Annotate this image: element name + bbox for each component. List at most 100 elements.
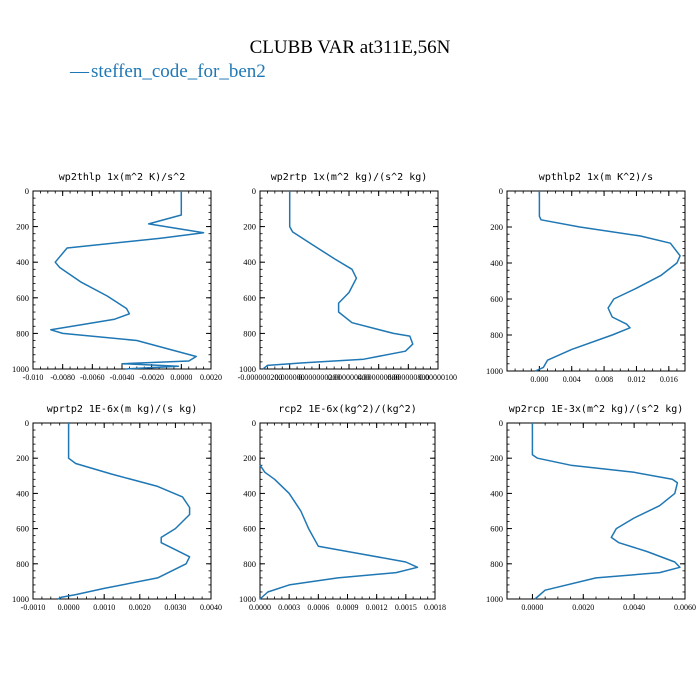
series-line [262,191,414,370]
series-line [57,423,191,600]
x-tick-label: -0.0020 [139,373,164,382]
panel-5: rcp2 1E-6x(kg^2)/(kg^2) 0.0000 0.0003 0.000… [239,404,446,612]
x-tick-label: -0.0060 [80,373,105,382]
series-line [531,423,681,600]
legend-line-marker: — [69,61,90,82]
x-tick-label: 0.008 [595,375,613,384]
x-tick-label: -0.010 [23,373,44,382]
panel-title: wp2thlp 1x(m^2 K)/s^2 [59,172,185,183]
x-tick-label: 0.0030 [164,603,186,612]
x-tick-label: 0.0006 [307,603,329,612]
y-tick-label: 400 [490,488,503,498]
x-tick-label: -0.000000200 [238,373,283,382]
y-tick-label: 1000 [239,364,256,374]
x-tick-label: 0.000000 [275,373,305,382]
panel-title: wp2rcp 1E-3x(m^2 kg)/(s^2 kg) [509,404,684,415]
plot-frame [506,190,686,372]
panel-6: wp2rcp 1E-3x(m^2 kg)/(s^2 kg) 0.0000 0.002… [486,404,696,612]
x-tick-label: 0.0020 [200,373,222,382]
x-tick-label: 0.0000 [521,603,543,612]
x-tick-label: 0.0015 [395,603,417,612]
y-tick-label: 600 [16,293,29,303]
y-tick-label: 0 [25,186,29,196]
y-tick-label: 600 [16,524,29,534]
y-tick-label: 1000 [12,594,29,604]
x-tick-label: 0.000000600 [358,373,400,382]
y-tick-label: 600 [243,293,256,303]
x-tick-label: 0.0000 [170,373,192,382]
y-tick-label: 600 [243,524,256,534]
panel-title: wpthlp2 1x(m K^2)/s [539,172,653,183]
y-tick-label: 0 [25,418,29,428]
y-tick-label: 1000 [12,364,29,374]
y-tick-label: 200 [490,222,503,232]
y-tick-label: 1000 [486,366,503,376]
x-tick-label: 0.0000 [249,603,271,612]
x-tick-label: 0.0010 [93,603,115,612]
x-tick-label: 0.000 [530,375,548,384]
y-tick-label: 1000 [239,594,256,604]
y-tick-label: 400 [243,488,256,498]
y-tick-label: 800 [16,328,29,338]
plot-frame [32,190,212,370]
figure-title: CLUBB VAR at311E,56N [250,37,451,58]
plot-frame [32,422,212,600]
y-tick-label: 600 [490,294,503,304]
y-tick-label: 0 [252,418,256,428]
panel-3: wpthlp2 1x(m K^2)/s 0.000 0.004 0.008 0.012 0… [486,172,686,384]
x-tick-label: 0.004 [563,375,581,384]
y-tick-label: 200 [16,453,29,463]
y-tick-label: 800 [490,330,503,340]
x-tick-label: 0.0060 [674,603,696,612]
y-tick-label: 800 [243,559,256,569]
x-tick-label: 0.012 [627,375,645,384]
x-tick-label: 0.0009 [337,603,359,612]
x-tick-label: 0.0040 [623,603,645,612]
x-tick-label: 0.0000 [58,603,80,612]
x-tick-label: 0.000000800 [387,373,429,382]
panel-title: wp2rtp 1x(m^2 kg)/(s^2 kg) [271,172,428,183]
x-tick-label: -0.0040 [110,373,135,382]
legend-label: steffen_code_for_ben2 [91,61,266,82]
x-tick-label: 0.0003 [278,603,300,612]
x-tick-label: 0.0018 [424,603,446,612]
y-tick-label: 1000 [486,594,503,604]
y-tick-label: 400 [490,258,503,268]
x-tick-label: 0.000000200 [298,373,340,382]
y-tick-label: 800 [16,559,29,569]
panel-2: wp2rtp 1x(m^2 kg)/(s^2 kg)-0.0000002000.… [238,172,457,382]
y-tick-label: 600 [490,524,503,534]
y-tick-label: 200 [490,453,503,463]
panel-grid: wp2thlp 1x(m^2 K)/s^2 -0.010 -0.0080 -0.006… [12,172,696,612]
series-line [50,191,205,370]
y-tick-label: 200 [16,222,29,232]
plot-frame [259,422,436,600]
y-tick-label: 200 [243,453,256,463]
plot-frame [259,190,439,370]
x-tick-label: 0.016 [660,375,678,384]
x-tick-label: 0.00000100 [419,373,457,382]
panel-4: wprtp2 1E-6x(m kg)/(s kg) -0.0010 0.0000 0.… [12,404,222,612]
panel-1: wp2thlp 1x(m^2 K)/s^2 -0.010 -0.0080 -0.006… [12,172,222,382]
y-tick-label: 0 [252,186,256,196]
series-line [534,191,681,372]
y-tick-label: 400 [243,257,256,267]
series-line [259,464,419,600]
y-tick-label: 0 [499,186,503,196]
y-tick-label: 400 [16,488,29,498]
x-tick-label: 0.000000400 [328,373,370,382]
panel-title: rcp2 1E-6x(kg^2)/(kg^2) [278,404,416,415]
panel-title: wprtp2 1E-6x(m kg)/(s kg) [47,404,198,415]
y-tick-label: 200 [243,222,256,232]
x-tick-label: 0.0020 [572,603,594,612]
x-tick-label: -0.0080 [50,373,75,382]
y-tick-label: 800 [490,559,503,569]
y-tick-label: 800 [243,328,256,338]
y-tick-label: 0 [499,418,503,428]
x-tick-label: 0.0020 [129,603,151,612]
x-tick-label: -0.0010 [21,603,46,612]
x-tick-label: 0.0040 [200,603,222,612]
y-tick-label: 400 [16,257,29,267]
x-tick-label: 0.0012 [366,603,388,612]
